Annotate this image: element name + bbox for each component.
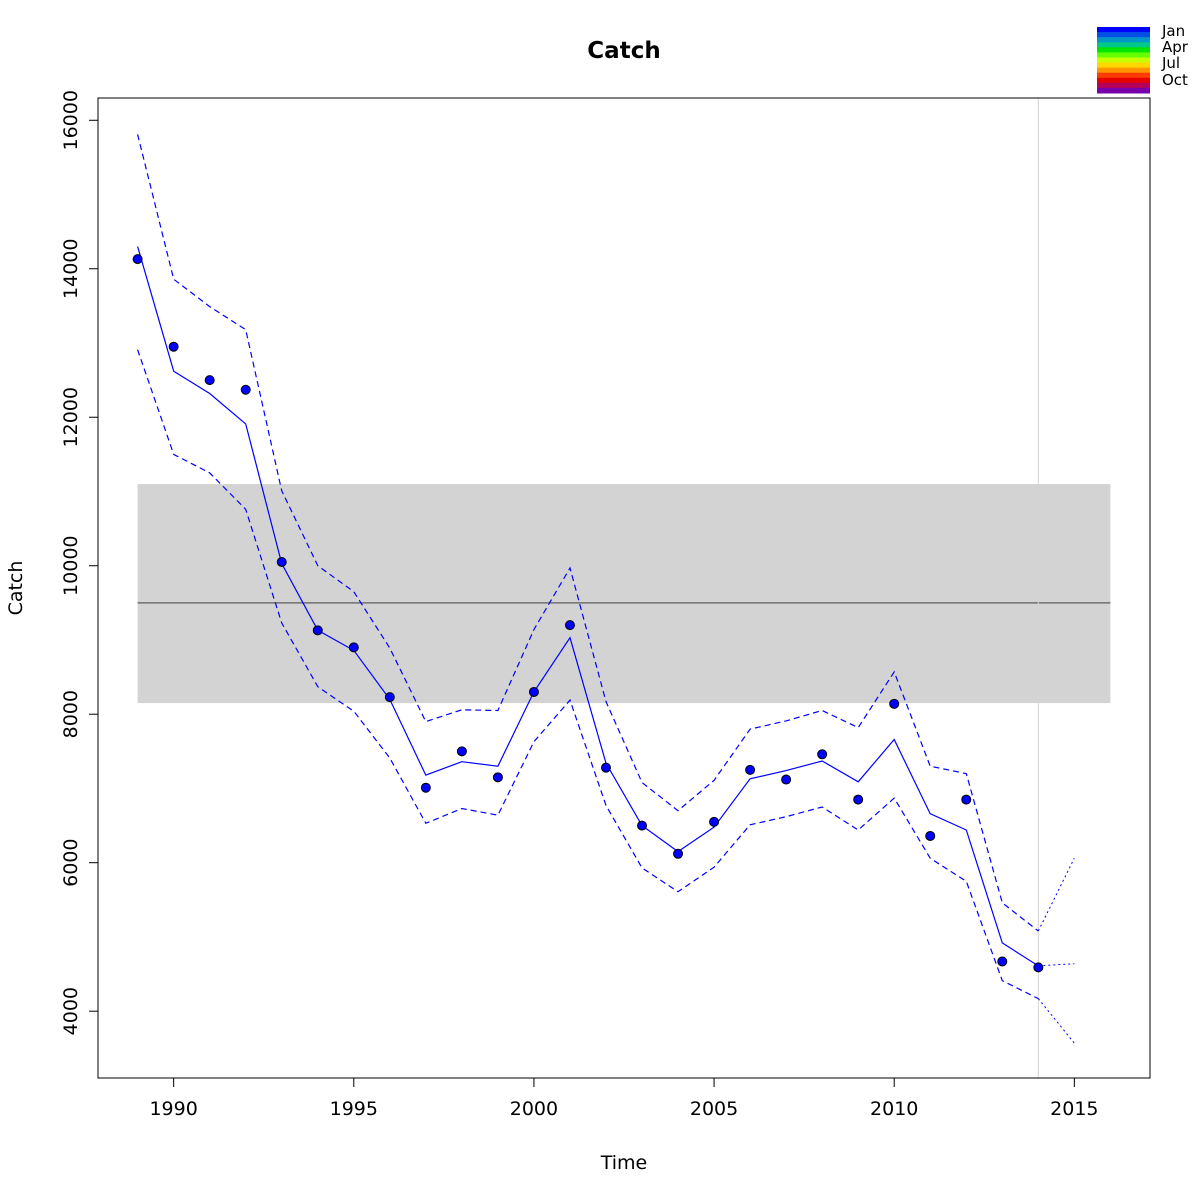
observed-point bbox=[745, 764, 756, 775]
fit-line bbox=[137, 246, 1039, 967]
legend-swatch bbox=[1097, 77, 1150, 84]
x-axis-title: Time bbox=[600, 1152, 648, 1174]
y-tick-label: 10000 bbox=[60, 536, 82, 596]
x-tick-label: 2015 bbox=[1050, 1098, 1098, 1120]
observed-point bbox=[600, 762, 611, 773]
legend-swatch bbox=[1097, 87, 1150, 94]
legend-swatch bbox=[1097, 67, 1150, 74]
legend-swatch bbox=[1097, 27, 1150, 33]
x-tick-label: 2010 bbox=[870, 1098, 918, 1120]
observed-point bbox=[889, 698, 900, 709]
lower-line bbox=[137, 349, 1039, 1000]
observed-point bbox=[709, 816, 720, 827]
legend-label: Jul bbox=[1161, 54, 1180, 72]
legend-swatch bbox=[1097, 52, 1150, 58]
observed-point bbox=[961, 794, 972, 805]
observed-point bbox=[240, 384, 251, 395]
chart-title: Catch bbox=[587, 38, 660, 64]
y-tick-label: 12000 bbox=[60, 387, 82, 447]
observed-point bbox=[276, 557, 287, 568]
y-tick-label: 6000 bbox=[60, 839, 82, 887]
legend-label: Apr bbox=[1162, 38, 1189, 56]
legend-swatch bbox=[1097, 47, 1150, 53]
reference-band bbox=[137, 484, 1111, 704]
x-tick-label: 2005 bbox=[690, 1098, 738, 1120]
observed-point bbox=[204, 375, 215, 386]
y-tick-label: 8000 bbox=[60, 690, 82, 738]
legend-swatch bbox=[1097, 72, 1150, 79]
upper-line bbox=[137, 134, 1039, 932]
observed-point bbox=[492, 772, 503, 783]
legend-swatch bbox=[1097, 42, 1150, 48]
x-tick-label: 2000 bbox=[510, 1098, 558, 1120]
observed-point bbox=[817, 749, 828, 760]
observed-point bbox=[132, 254, 143, 265]
legend-swatch bbox=[1097, 32, 1150, 38]
legend-swatch bbox=[1097, 57, 1150, 64]
observed-point bbox=[348, 642, 359, 653]
observed-point bbox=[168, 341, 179, 352]
legend-swatch bbox=[1097, 82, 1150, 89]
legend-swatch bbox=[1097, 62, 1150, 69]
forecast-lower-line bbox=[1037, 998, 1075, 1044]
observed-point bbox=[781, 774, 792, 785]
x-tick-label: 1995 bbox=[330, 1098, 378, 1120]
forecast-line bbox=[1038, 963, 1075, 967]
observed-point bbox=[925, 830, 936, 841]
observed-point bbox=[1033, 962, 1044, 973]
observed-point bbox=[673, 848, 684, 859]
legend-swatch bbox=[1097, 37, 1150, 43]
observed-point bbox=[637, 820, 648, 831]
observed-point bbox=[564, 620, 575, 631]
legend-label: Jan bbox=[1161, 22, 1185, 40]
observed-point bbox=[312, 625, 323, 636]
observed-point bbox=[420, 782, 431, 793]
observed-point bbox=[384, 692, 395, 703]
y-tick-label: 4000 bbox=[60, 987, 82, 1035]
legend-label: Oct bbox=[1162, 71, 1188, 89]
y-tick-label: 14000 bbox=[60, 239, 82, 299]
x-tick-label: 1990 bbox=[149, 1098, 197, 1120]
observed-point bbox=[853, 794, 864, 805]
y-tick-label: 16000 bbox=[60, 90, 82, 150]
observed-point bbox=[456, 746, 467, 757]
y-axis-title: Catch bbox=[5, 561, 27, 616]
observed-point bbox=[997, 956, 1008, 967]
observed-point bbox=[528, 686, 539, 697]
forecast-upper-line bbox=[1037, 857, 1075, 932]
